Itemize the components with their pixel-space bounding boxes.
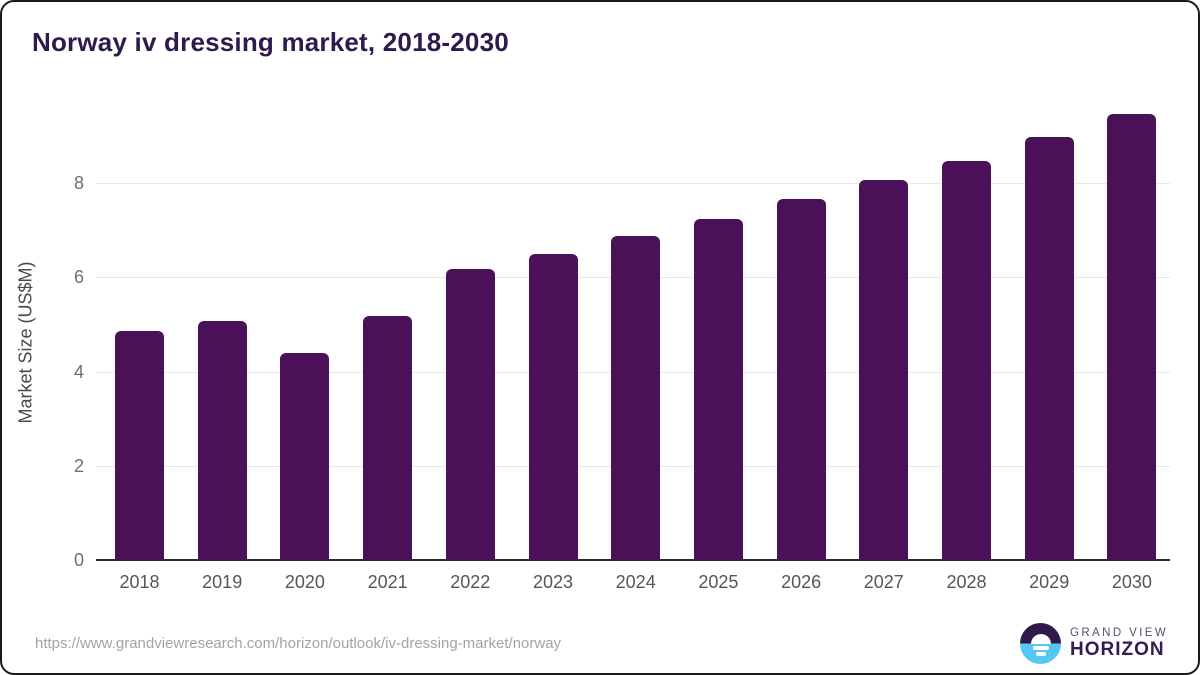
x-tick-label-2025: 2025 — [698, 572, 739, 592]
logo-grand-view: GRAND VIEW — [1070, 627, 1169, 639]
bar-2028 — [942, 160, 991, 560]
x-tick-label-2026: 2026 — [781, 572, 822, 592]
source-url: https://www.grandviewresearch.com/horizo… — [35, 635, 562, 652]
x-tick-label-2024: 2024 — [615, 572, 656, 592]
bar-2021 — [363, 316, 413, 560]
brand-logo: GRAND VIEW HORIZON — [1020, 623, 1168, 664]
bar-2019 — [197, 320, 247, 560]
bar-2027 — [859, 179, 909, 560]
x-tick-label-2023: 2023 — [532, 572, 574, 592]
gridline-y8 — [96, 183, 1170, 185]
bar-2018 — [115, 330, 164, 560]
bar-2029 — [1024, 137, 1074, 560]
horizon-stripe — [1032, 646, 1049, 650]
y-tick-label-2: 2 — [73, 455, 84, 476]
bar-2022 — [445, 269, 495, 560]
bar-2030 — [1107, 113, 1157, 560]
x-tick-label-2020: 2020 — [284, 572, 325, 592]
bar-2020 — [280, 353, 330, 560]
x-tick-label-2028: 2028 — [946, 572, 987, 592]
sun-shape — [1030, 633, 1051, 644]
bar-2026 — [776, 199, 826, 560]
bar-2025 — [693, 218, 743, 560]
x-tick-label-2027: 2027 — [863, 572, 904, 592]
y-tick-label-4: 4 — [73, 361, 84, 382]
y-tick-label-8: 8 — [73, 173, 84, 194]
y-tick-label-6: 6 — [73, 267, 84, 288]
x-tick-label-2022: 2022 — [450, 572, 491, 592]
x-tick-label-2021: 2021 — [367, 572, 408, 592]
logo-horizon: HORIZON — [1070, 639, 1165, 660]
bar-2024 — [611, 236, 661, 560]
y-tick-label-0: 0 — [73, 550, 84, 570]
x-tick-label-2030: 2030 — [1111, 572, 1152, 592]
x-tick-label-2019: 2019 — [202, 572, 243, 592]
chart-title: Norway iv dressing market, 2018-2030 — [32, 27, 509, 57]
y-axis-title: Market Size (US$M) — [15, 261, 36, 424]
logo-text: GRAND VIEW HORIZON — [1070, 627, 1168, 660]
sun-horizon-icon — [1020, 623, 1061, 664]
bar-2023 — [528, 254, 578, 560]
x-tick-label-2029: 2029 — [1029, 572, 1070, 592]
horizon-stripe — [1035, 652, 1046, 656]
x-tick-label-2018: 2018 — [119, 572, 160, 592]
x-axis-line — [96, 559, 1170, 561]
